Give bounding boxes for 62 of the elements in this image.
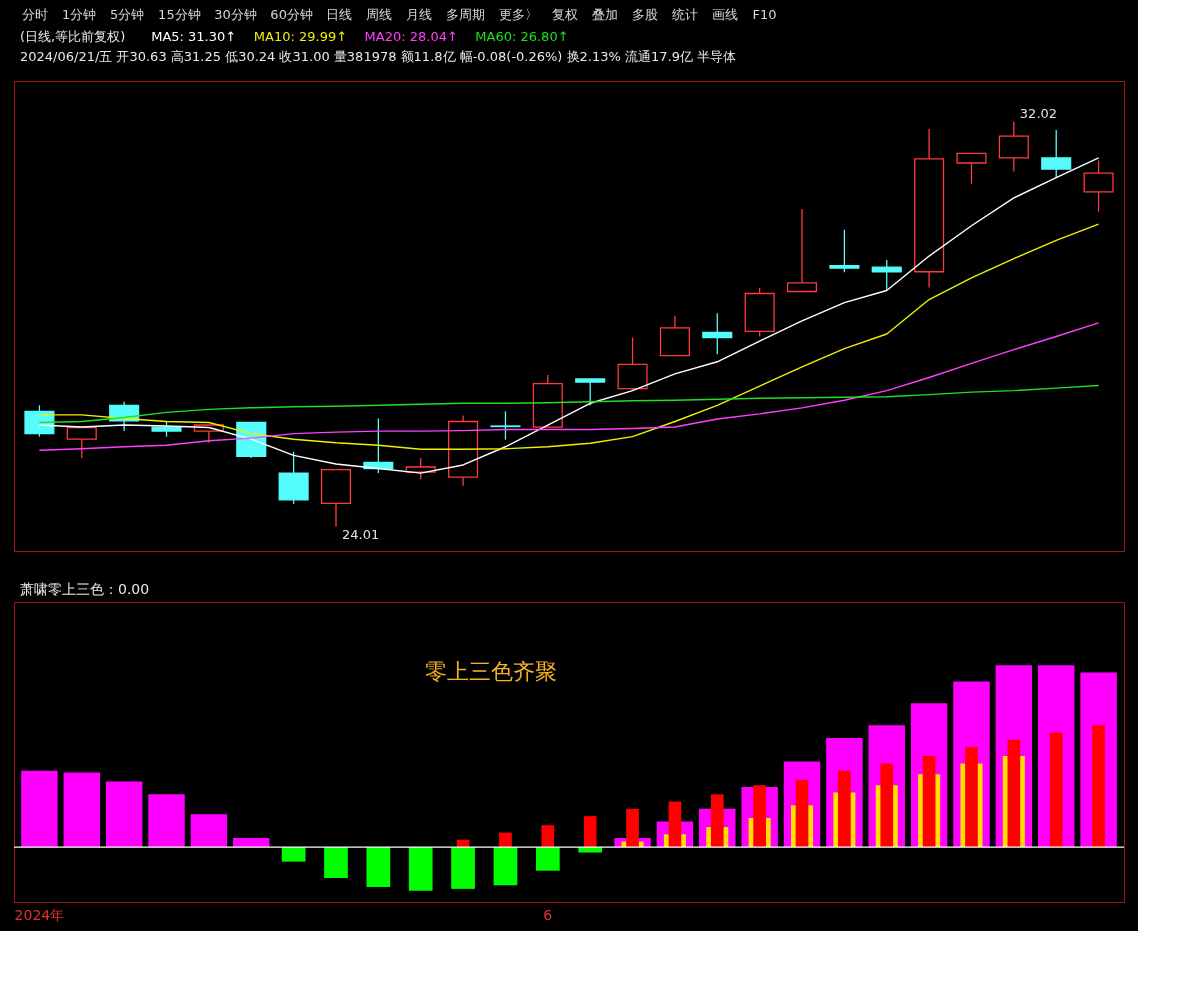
candlestick (786, 208, 818, 293)
text: MA5: 31.30↑ (151, 29, 237, 44)
bar (710, 794, 724, 848)
bar (922, 756, 936, 848)
x-tick-label: 2024年 (14, 906, 65, 923)
bar (1049, 732, 1063, 848)
bar (535, 847, 560, 871)
bar (795, 779, 809, 848)
text: 叠加 (592, 7, 619, 22)
bar (366, 847, 391, 888)
bar (753, 785, 766, 848)
candlestick (702, 312, 733, 355)
text: 月线 (406, 7, 433, 22)
bar (281, 847, 306, 862)
bar (324, 847, 348, 878)
text: 60分钟 (270, 7, 313, 22)
chart-subtitle: 2024/06/21/五 开30.63 高31.25 低30.24 收31.00 量381978 额11.8亿 幅-0.08(-0.26%) 换2.13% 流通17.9亿 半导体 (20, 49, 737, 64)
text: 更多〉 (499, 7, 539, 22)
text: F10 (752, 7, 777, 22)
bar (965, 747, 978, 848)
x-tick-label: 6 (543, 906, 553, 923)
text: 30分钟 (214, 7, 257, 22)
text: 分时 (22, 7, 48, 22)
text: 统计 (672, 7, 699, 22)
text: 画线 (712, 7, 739, 22)
text: MA10: 29.99↑ (253, 29, 348, 44)
bar (668, 801, 682, 848)
text: 1分钟 (62, 7, 97, 22)
text: MA60: 26.80↑ (475, 29, 569, 44)
bar (21, 770, 58, 848)
chart-title: 萧啸零上三色：0.00 (20, 581, 150, 597)
bar (105, 781, 143, 848)
text: MA20: 28.04↑ (364, 29, 458, 44)
bar (63, 772, 100, 848)
annotation: 24.01 (341, 526, 380, 542)
bar (541, 825, 555, 848)
annotation: 零上三色齐聚 (424, 659, 557, 684)
text: 日线 (326, 7, 353, 22)
bar (838, 770, 851, 848)
text: 5分钟 (110, 7, 145, 22)
bar (578, 847, 603, 853)
bar (190, 814, 228, 848)
text: 复权 (552, 7, 579, 22)
candlestick (575, 378, 606, 406)
bar (499, 832, 512, 848)
bar (1007, 739, 1021, 848)
candlestick (490, 410, 521, 441)
text: 32.02 (1019, 105, 1058, 121)
text: 多股 (632, 7, 659, 22)
bar (148, 794, 185, 848)
chart-title: (日线,等比前复权) (20, 29, 126, 44)
bar (493, 847, 518, 886)
bar (1092, 725, 1105, 848)
text: 多周期 (446, 7, 486, 22)
bar (451, 847, 475, 889)
bar (880, 763, 894, 848)
candlestick (829, 229, 860, 273)
text: 周线 (366, 7, 393, 22)
bar (408, 847, 433, 891)
bar (583, 816, 597, 848)
text: 15分钟 (158, 7, 201, 22)
bar (626, 808, 639, 848)
